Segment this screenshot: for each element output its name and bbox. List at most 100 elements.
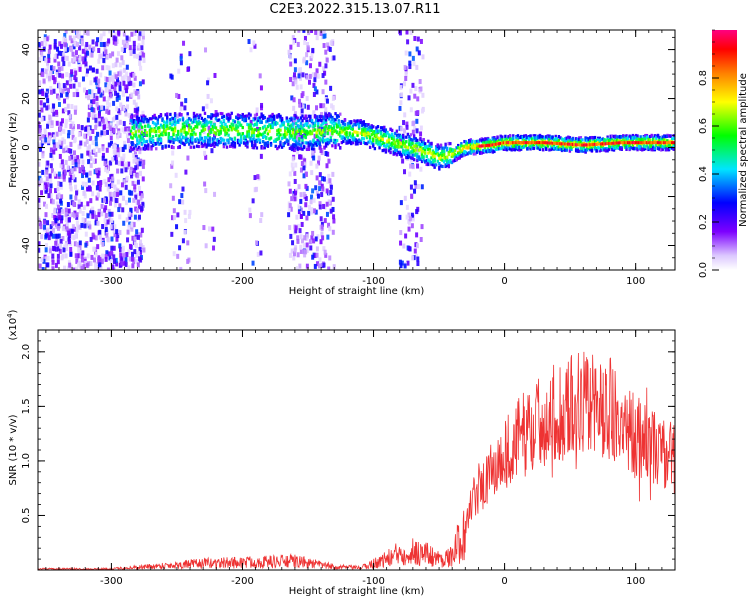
spectrogram-frame	[37, 29, 676, 271]
spectrogram-cell	[238, 132, 241, 136]
spectrogram-cell	[574, 149, 578, 153]
spectrogram-cell	[392, 135, 395, 139]
spectrogram-cell	[235, 128, 238, 132]
spectrogram-cell	[49, 152, 53, 158]
spectrogram-cell	[361, 127, 364, 131]
spectrogram-cell	[563, 137, 567, 141]
spectrogram-cell	[603, 148, 606, 152]
spectrogram-cell	[38, 161, 41, 167]
spectrogram-cell	[461, 144, 465, 149]
spectrogram-cell	[334, 138, 337, 143]
spectrogram-cell	[134, 121, 137, 125]
spectrogram-cell	[65, 94, 69, 100]
spectrogram-cell	[307, 79, 311, 85]
spectrogram-cell	[224, 122, 227, 127]
spectrogram-cell	[64, 242, 68, 248]
spectrogram-cell	[403, 81, 407, 87]
spectrogram-cell	[74, 56, 78, 62]
spectrogram-cell	[399, 230, 403, 236]
spectrogram-cell	[327, 222, 331, 228]
spectrogram-cell	[140, 130, 144, 134]
spectrogram-cell	[398, 133, 402, 137]
spectrogram-cell	[137, 120, 141, 124]
spectrogram-cell	[581, 146, 584, 150]
spectrogram-cell	[82, 133, 86, 139]
spectrogram-cell	[328, 112, 331, 116]
spectrogram-cell	[200, 124, 204, 128]
spectrogram-cell	[491, 137, 495, 141]
spectrogram-cell	[291, 81, 295, 87]
spectrogram-cell	[428, 159, 432, 163]
spectrogram-cell	[516, 143, 520, 147]
spectrogram-cell	[298, 128, 301, 132]
spectrogram-cell	[139, 139, 142, 143]
spectrogram-cell	[301, 91, 305, 97]
spectrogram-cell	[205, 119, 208, 123]
spectrogram-cell	[250, 140, 254, 144]
spectrogram-cell	[524, 144, 528, 148]
spectrogram-cell	[370, 133, 373, 137]
spectrogram-cell	[324, 49, 328, 55]
spectrogram-cell	[518, 148, 521, 152]
spectrogram-cell	[339, 134, 342, 138]
spectrogram-cell	[329, 136, 333, 140]
spectrogram-cell	[545, 147, 548, 151]
spectrogram-cell	[38, 221, 42, 227]
spectrogram-cell	[431, 160, 435, 164]
spectrogram-cell	[428, 147, 432, 151]
spectrogram-cell	[265, 128, 268, 132]
spectrogram-cell	[504, 146, 507, 150]
spectrogram-cell	[43, 129, 47, 135]
spectrogram-cell	[112, 39, 116, 45]
spectrogram-cell	[408, 155, 411, 159]
spectrogram-cell	[67, 233, 71, 239]
spectrogram-cell	[153, 142, 156, 146]
spectrogram-cell	[600, 148, 603, 152]
spectrogram-cell	[71, 224, 75, 230]
spectrogram-cell	[126, 138, 130, 144]
spectrogram-cell	[329, 189, 333, 195]
spectrogram-cell	[116, 92, 120, 98]
spectrogram-cell	[401, 140, 405, 144]
spectrogram-cell	[99, 92, 103, 98]
spectrogram-cell	[386, 131, 389, 135]
spectrogram-cell	[49, 193, 53, 199]
spectrogram-cell	[414, 183, 418, 189]
spectrogram-cell	[205, 103, 209, 109]
spectrogram-cell	[203, 120, 207, 124]
spectrogram-cell	[565, 136, 568, 140]
spectrogram-cell	[427, 162, 430, 167]
spectrogram-cell	[46, 255, 50, 261]
spectrogram-cell	[505, 148, 509, 152]
spectrogram-cell	[546, 144, 550, 148]
spectrogram-cell	[83, 56, 87, 62]
spectrogram-cell	[54, 262, 58, 268]
spectrogram-cell	[468, 151, 471, 155]
spectrogram-cell	[351, 124, 355, 128]
spectrogram-cell	[296, 252, 300, 258]
spectrogram-cell	[644, 145, 647, 149]
spectrogram-cell	[299, 84, 303, 90]
spectrogram-cell	[376, 125, 380, 129]
spectrogram-cell	[339, 146, 342, 150]
spectrogram-cell	[139, 137, 142, 141]
spectrogram-cell	[129, 80, 133, 86]
spectrogram-cell	[93, 77, 97, 83]
spectrogram-cell	[666, 134, 669, 138]
spectrogram-cell	[308, 204, 312, 210]
spectrogram-cell	[210, 123, 213, 127]
spectrogram-cell	[351, 127, 355, 132]
spectrogram-cell	[276, 132, 279, 137]
spectrogram-cell	[225, 131, 229, 136]
spectrogram-cell	[136, 142, 139, 146]
spectrogram-cell	[203, 150, 207, 156]
spectrogram-cell	[529, 134, 532, 138]
spectrogram-cell	[351, 141, 355, 145]
spectrogram-cell	[52, 149, 56, 155]
spectrogram-cell	[127, 126, 131, 132]
spectrogram-cell	[167, 136, 171, 140]
spectrogram-cell	[398, 105, 402, 111]
spectrogram-cell	[112, 143, 116, 149]
spectrogram-ridge	[483, 144, 487, 148]
spectrogram-cell	[130, 31, 134, 37]
